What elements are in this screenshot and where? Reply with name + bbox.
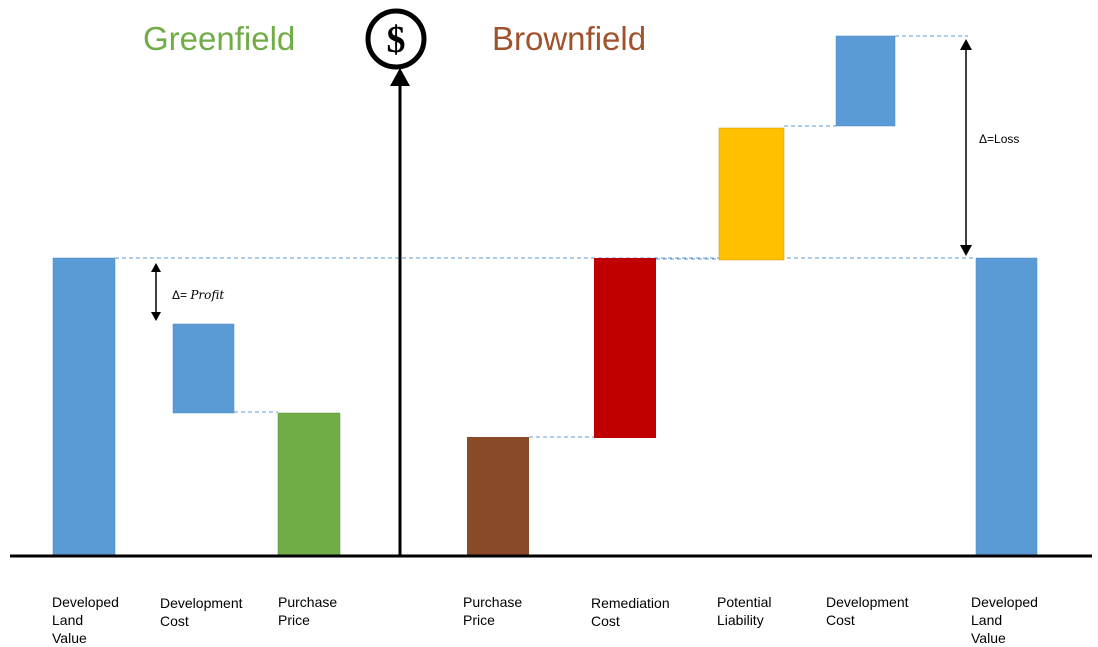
greenfield-heading: Greenfield [143, 20, 296, 57]
profit-annotation: Δ= Profit [172, 288, 224, 302]
profit-word: Profit [190, 288, 225, 302]
bf-label-development-cost: Development Cost [826, 594, 909, 628]
bf-label-developed-land-value: Developed Land Value [971, 594, 1038, 646]
gf-development-cost-bar [172, 323, 235, 414]
bf-developed-land-value-bar [975, 257, 1038, 556]
gf-label-developed-land-value: Developed Land Value [52, 594, 119, 646]
loss-annotation: Δ=Loss [979, 132, 1020, 146]
axis-arrowhead-icon [390, 68, 410, 86]
gf-purchase-price-bar [277, 412, 341, 556]
gf-label-development-cost: Development Cost [160, 595, 243, 629]
bf-potential-liability-bar [718, 127, 785, 261]
bf-label-potential-liability: Potential Liability [717, 594, 772, 628]
dollar-circle-icon: $ [365, 8, 427, 70]
gf-developed-land-value-bar [52, 257, 116, 556]
bf-purchase-price-bar [467, 437, 529, 555]
dashed-connectors [115, 35, 975, 438]
gf-label-purchase-price: Purchase Price [278, 594, 338, 628]
bf-development-cost-bar [835, 35, 896, 127]
profit-double-arrow [151, 263, 161, 321]
bf-remediation-cost-bar [594, 258, 656, 438]
loss-double-arrow [960, 39, 972, 256]
dollar-symbol: $ [387, 19, 406, 61]
profit-prefix: Δ= [172, 288, 191, 302]
bf-label-remediation-cost: Remediation Cost [591, 595, 670, 629]
brownfield-heading: Brownfield [492, 20, 647, 57]
bf-label-purchase-price: Purchase Price [463, 594, 523, 628]
